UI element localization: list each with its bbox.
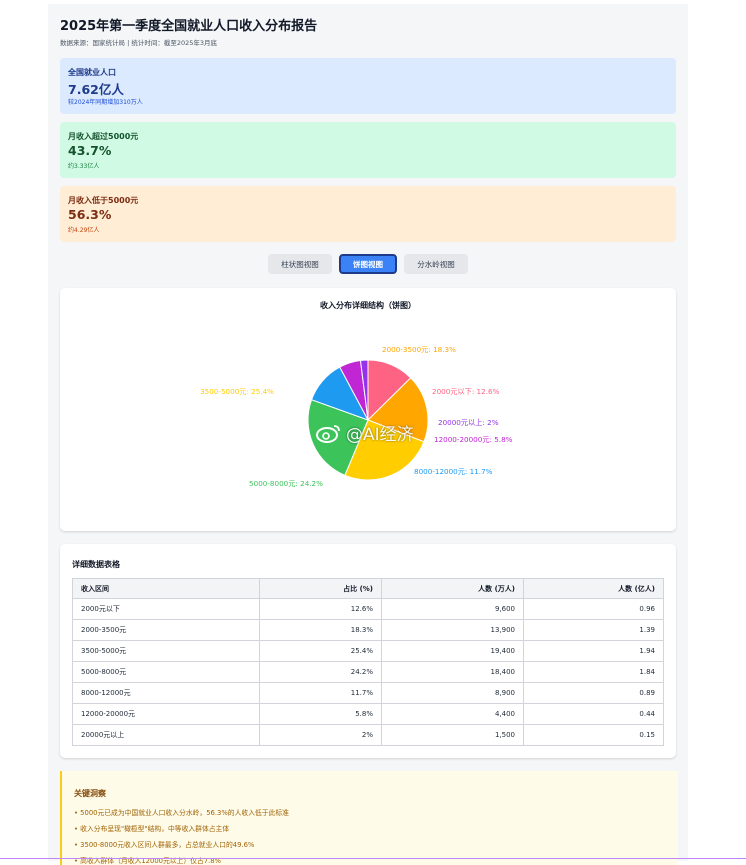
pie-slice[interactable] — [307, 399, 369, 477]
table-cell: 11.7% — [259, 682, 382, 704]
report-container: 2025年第一季度全国就业人口收入分布报告 数据来源：国家统计局 | 统计时间：… — [48, 4, 688, 865]
insight-item: • 5000元已成为中国就业人口收入分水岭，56.3%的人收入低于此标准 — [74, 809, 289, 817]
insight-item: • 高收入群体（月收入12000元以上）仅占7.8% — [74, 857, 222, 865]
table-row: 12000-20000元 5.8% 4,400 0.44 — [72, 703, 664, 725]
column-header: 人数 (万人) — [381, 578, 524, 599]
tab-bar-chart-view[interactable]: 柱状图视图 — [268, 254, 332, 274]
watermark: @AI经济 — [316, 420, 414, 445]
table-row: 8000-12000元 11.7% 8,900 0.89 — [72, 682, 664, 704]
pie-slice[interactable] — [344, 419, 425, 481]
pie-slice-label: 8000-12000元: 11.7% — [414, 467, 493, 476]
page-subtitle: 数据来源：国家统计局 | 统计时间：截至2025年3月底 — [60, 39, 217, 47]
table-row: 5000-8000元 24.2% 18,400 1.84 — [72, 661, 664, 683]
table-cell: 13,900 — [381, 619, 524, 641]
table-cell: 4,400 — [381, 703, 524, 725]
table-cell: 1.39 — [523, 619, 664, 641]
weibo-icon — [316, 424, 340, 443]
table-cell: 5.8% — [259, 703, 382, 725]
stat-card-total-employment: 全国就业人口 7.62亿人 较2024年同期增加310万人 — [60, 58, 676, 114]
stat-card-above-5000: 月收入超过5000元 43.7% 约3.33亿人 — [60, 122, 676, 178]
data-table-panel: 详细数据表格 收入区间 占比 (%) 人数 (万人) 人数 (亿人) 2000元… — [60, 544, 676, 758]
pie-slice-label: 5000-8000元: 24.2% — [249, 479, 323, 488]
table-header-row: 收入区间 占比 (%) 人数 (万人) 人数 (亿人) — [72, 578, 664, 599]
pie-slice-label: 20000元以上: 2% — [438, 418, 499, 427]
insight-item: • 3500-8000元收入区间人群最多，占总就业人口的49.6% — [74, 841, 255, 849]
table-cell: 2000-3500元 — [72, 619, 260, 641]
table-cell: 1.94 — [523, 640, 664, 662]
table-cell: 0.44 — [523, 703, 664, 725]
table-cell: 1,500 — [381, 724, 524, 746]
tab-watershed-view[interactable]: 分水岭视图 — [404, 254, 468, 274]
chart-title: 收入分布详细结构（饼图） — [320, 301, 416, 310]
view-tabs: 柱状图视图 饼图视图 分水岭视图 — [48, 254, 688, 276]
table-cell: 8000-12000元 — [72, 682, 260, 704]
stat-note: 较2024年同期增加310万人 — [68, 99, 143, 106]
table-cell: 25.4% — [259, 640, 382, 662]
pie-slice-label: 12000-20000元: 5.8% — [434, 435, 513, 444]
table-cell: 18.3% — [259, 619, 382, 641]
income-data-table: 收入区间 占比 (%) 人数 (万人) 人数 (亿人) 2000元以下 12.6… — [72, 578, 664, 746]
stat-value: 56.3% — [68, 207, 112, 222]
table-title: 详细数据表格 — [72, 560, 120, 569]
table-cell: 19,400 — [381, 640, 524, 662]
column-header: 人数 (亿人) — [523, 578, 664, 599]
table-cell: 12.6% — [259, 598, 382, 620]
stat-card-below-5000: 月收入低于5000元 56.3% 约4.29亿人 — [60, 186, 676, 242]
insight-item: • 收入分布呈现"橄榄型"结构，中等收入群体占主体 — [74, 825, 230, 833]
stat-label: 月收入低于5000元 — [68, 196, 139, 205]
page-title: 2025年第一季度全国就业人口收入分布报告 — [60, 19, 318, 34]
pie-slice[interactable] — [359, 359, 369, 421]
table-cell: 18,400 — [381, 661, 524, 683]
table-cell: 0.89 — [523, 682, 664, 704]
table-row: 2000元以下 12.6% 9,600 0.96 — [72, 598, 664, 620]
stat-note: 约4.29亿人 — [68, 227, 100, 234]
stat-label: 全国就业人口 — [68, 68, 116, 77]
bottom-divider — [0, 858, 746, 859]
insights-title: 关键洞察 — [74, 789, 106, 798]
table-cell: 12000-20000元 — [72, 703, 260, 725]
table-cell: 1.84 — [523, 661, 664, 683]
table-cell: 3500-5000元 — [72, 640, 260, 662]
pie-chart: 2000元以下: 12.6% 2000-3500元: 18.3% 3500-5000… — [200, 345, 513, 488]
pie-slice-label: 3500-5000元: 25.4% — [200, 387, 274, 396]
pie-slice-label: 2000-3500元: 18.3% — [382, 345, 456, 354]
key-insights-panel: 关键洞察 • 5000元已成为中国就业人口收入分水岭，56.3%的人收入低于此标… — [60, 771, 678, 865]
table-cell: 24.2% — [259, 661, 382, 683]
table-cell: 9,600 — [381, 598, 524, 620]
table-cell: 2000元以下 — [72, 598, 260, 620]
table-cell: 5000-8000元 — [72, 661, 260, 683]
table-cell: 0.96 — [523, 598, 664, 620]
table-cell: 0.15 — [523, 724, 664, 746]
table-cell: 8,900 — [381, 682, 524, 704]
watermark-text: @AI经济 — [346, 425, 414, 445]
stat-value: 7.62亿人 — [68, 82, 124, 97]
table-cell: 2% — [259, 724, 382, 746]
column-header: 占比 (%) — [259, 578, 382, 599]
table-row: 3500-5000元 25.4% 19,400 1.94 — [72, 640, 664, 662]
table-row: 20000元以上 2% 1,500 0.15 — [72, 724, 664, 746]
column-header: 收入区间 — [72, 578, 260, 599]
pie-slice-label: 2000元以下: 12.6% — [432, 387, 500, 396]
chart-panel: 收入分布详细结构（饼图） 2000元以下: 12.6% 2000-3500元: 1… — [60, 288, 676, 531]
stat-note: 约3.33亿人 — [68, 163, 100, 170]
stat-label: 月收入超过5000元 — [68, 132, 139, 141]
table-cell: 20000元以上 — [72, 724, 260, 746]
stat-value: 43.7% — [68, 143, 112, 158]
table-row: 2000-3500元 18.3% 13,900 1.39 — [72, 619, 664, 641]
tab-pie-chart-view[interactable]: 饼图视图 — [339, 254, 397, 274]
